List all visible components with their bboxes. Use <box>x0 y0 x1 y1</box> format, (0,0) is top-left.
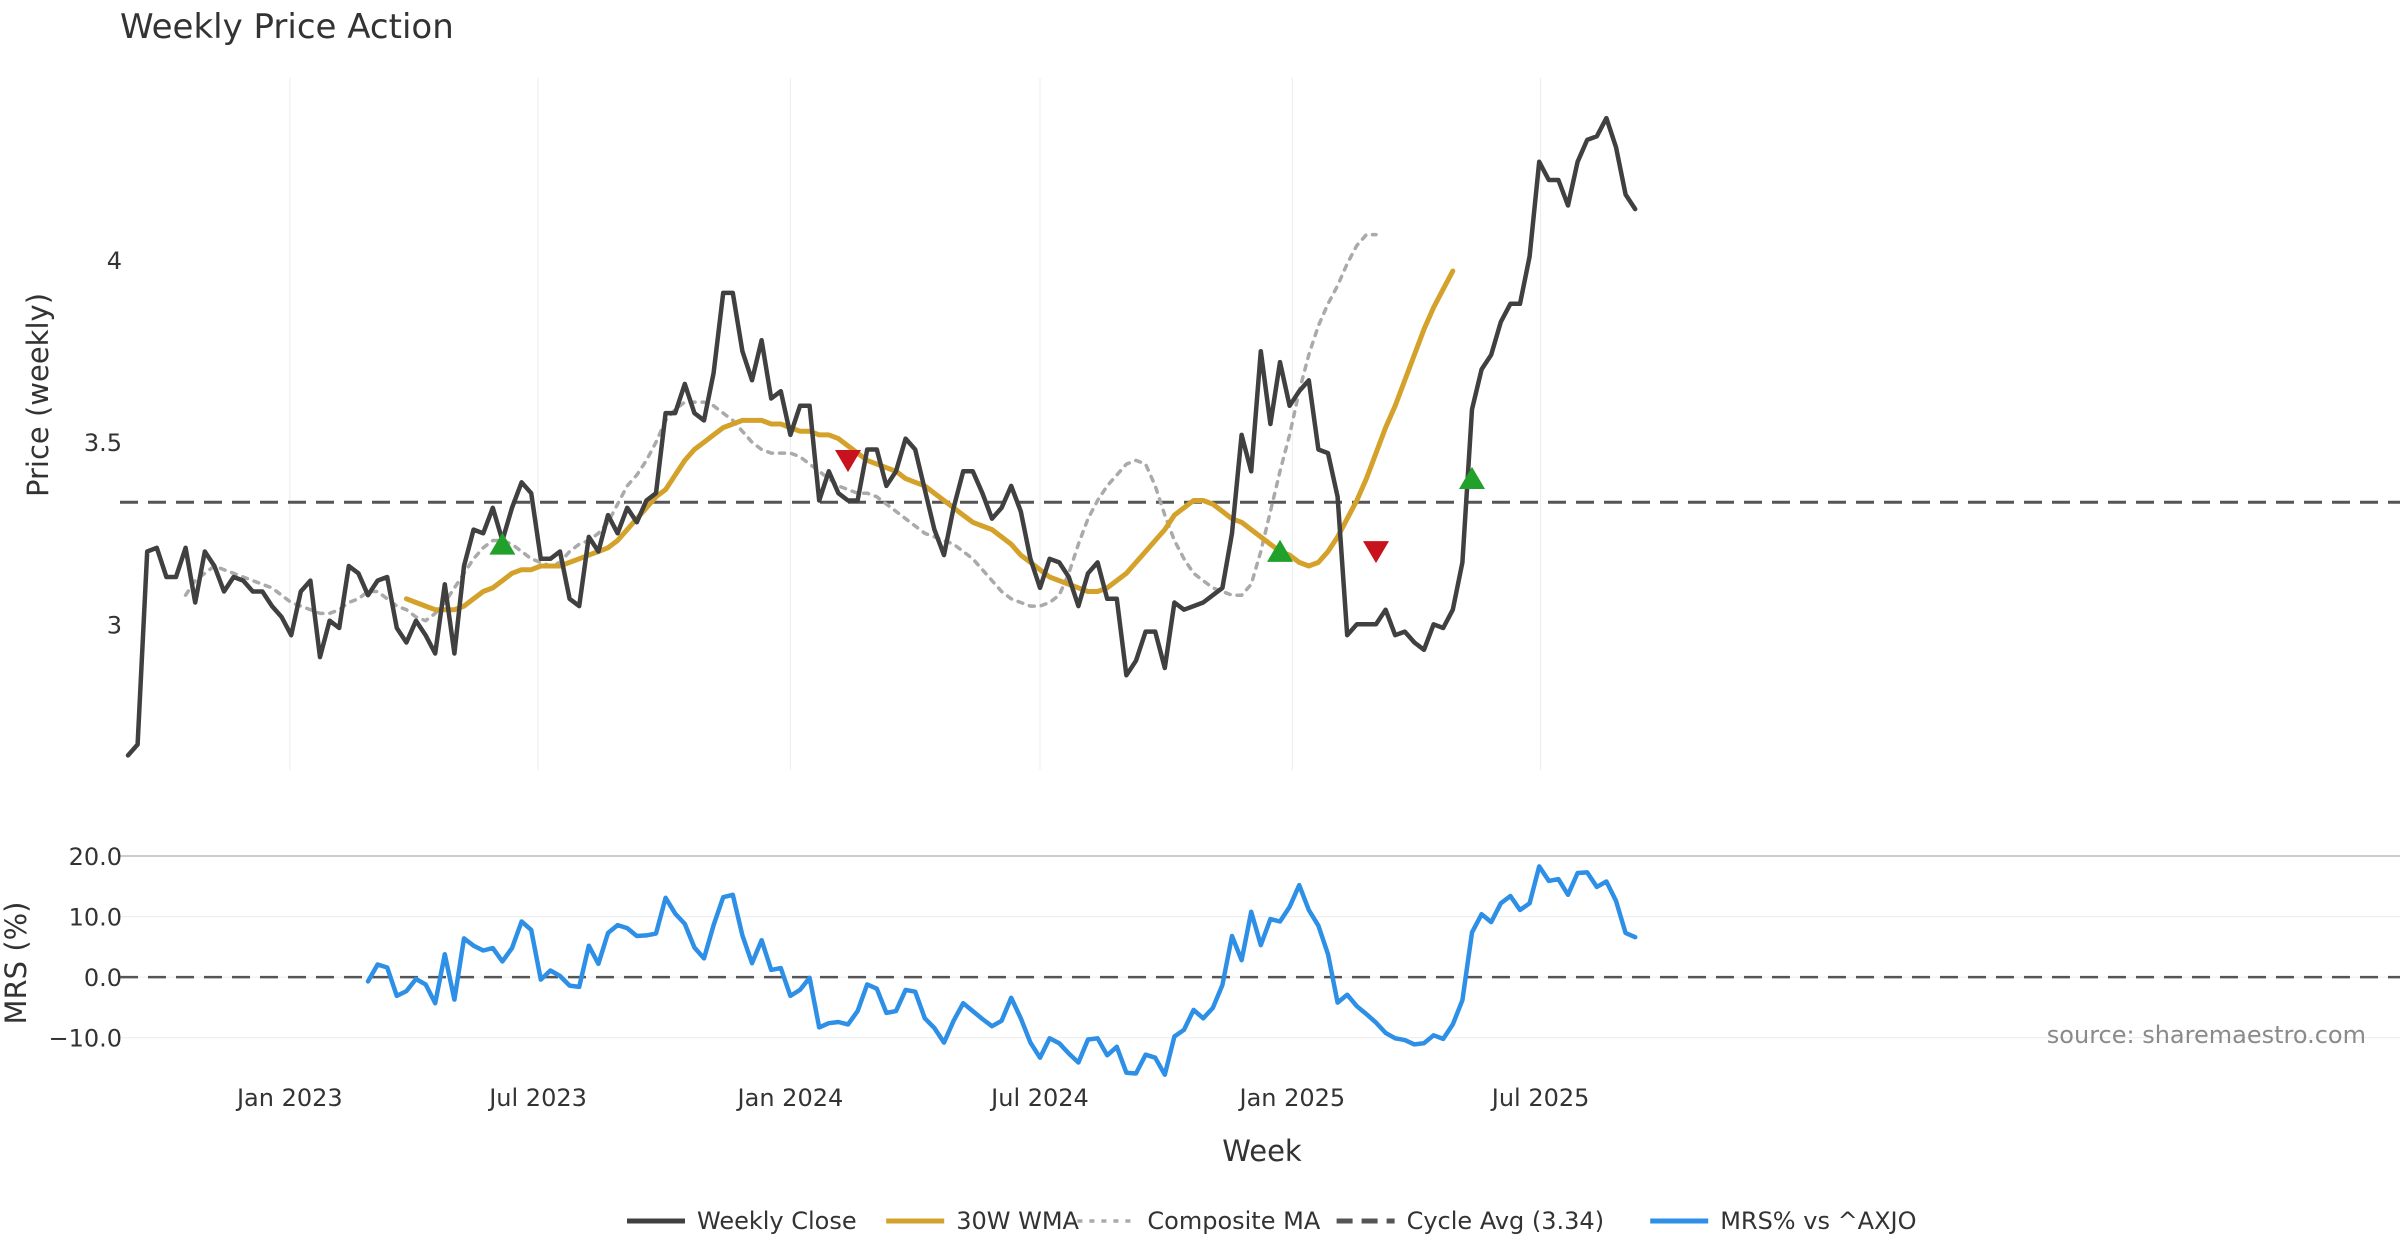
x-axis-label: Week <box>1222 1134 1302 1168</box>
x-tick-label: Jan 2025 <box>1237 1084 1345 1112</box>
source-annotation: source: sharemaestro.com <box>2047 1021 2366 1049</box>
price-y-tick-label: 3.5 <box>84 429 122 457</box>
buy-signal-marker <box>489 532 516 555</box>
signal-markers <box>489 450 1485 564</box>
x-tick-label: Jan 2024 <box>736 1084 844 1112</box>
buy-signal-marker <box>1267 539 1293 562</box>
mrs-y-axis-label: MRS (%) <box>0 902 33 1025</box>
mrs-y-tick-label: 0.0 <box>84 964 122 992</box>
legend-label: 30W WMA <box>956 1207 1079 1235</box>
x-axis-ticks: Jan 2023 Jul 2023 Jan 2024 Jul 2024 Jan 2025… <box>235 1084 1589 1112</box>
price-panel-grid <box>289 78 1542 770</box>
mrs-series-line <box>365 864 1638 1077</box>
mrs-y-axis-ticks: −10.0 0.0 10.0 20.0 <box>48 843 122 1053</box>
price-y-tick-label: 4 <box>107 247 122 275</box>
price-y-tick-label: 3 <box>107 611 122 639</box>
mrs-y-tick-label: 20.0 <box>69 843 122 871</box>
mrs-line <box>365 864 1638 1077</box>
sell-signal-marker <box>835 450 861 473</box>
weekly-close-line <box>125 115 1638 758</box>
chart-title: Weekly Price Action <box>120 7 454 47</box>
legend-label: MRS% vs ^AXJO <box>1720 1207 1916 1235</box>
legend-label: Weekly Close <box>697 1207 857 1235</box>
legend-label: Cycle Avg (3.34) <box>1407 1207 1604 1235</box>
legend: Weekly Close 30W WMA Composite MA Cycle Avg… <box>627 1207 1917 1235</box>
mrs-y-tick-label: 10.0 <box>69 904 122 932</box>
price-series-lines <box>125 115 1638 758</box>
composite-ma-line <box>183 232 1378 623</box>
buy-signal-marker <box>1459 466 1485 490</box>
x-tick-label: Jan 2023 <box>235 1084 343 1112</box>
sell-signal-marker <box>1363 541 1389 564</box>
x-tick-label: Jul 2025 <box>1490 1084 1590 1112</box>
price-y-axis-label: Price (weekly) <box>21 293 55 497</box>
legend-label: Composite MA <box>1147 1207 1320 1235</box>
price-y-axis-ticks: 33.54 <box>84 247 122 639</box>
x-tick-label: Jul 2023 <box>487 1084 587 1112</box>
x-tick-label: Jul 2024 <box>989 1084 1089 1112</box>
mrs-y-tick-label: −10.0 <box>48 1025 122 1053</box>
